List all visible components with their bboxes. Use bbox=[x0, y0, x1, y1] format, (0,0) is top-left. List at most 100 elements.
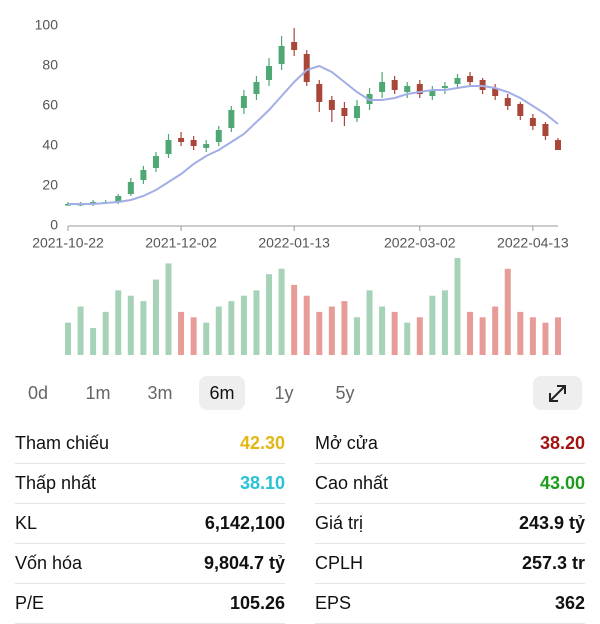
volume-bar bbox=[165, 263, 172, 355]
stat-row: P/E 105.26 bbox=[15, 584, 285, 624]
volume-bar bbox=[467, 311, 474, 355]
stat-row: Thấp nhất 38.10 bbox=[15, 464, 285, 504]
volume-bar bbox=[429, 295, 436, 355]
range-bar: 0d 1m 3m 6m 1y 5y bbox=[0, 376, 600, 412]
range-button[interactable]: 0d bbox=[27, 383, 49, 403]
volume-bar bbox=[266, 274, 273, 355]
stat-label: P/E bbox=[15, 593, 45, 613]
volume-bar bbox=[555, 317, 561, 355]
volume-bar bbox=[416, 317, 423, 355]
candle-body bbox=[529, 118, 536, 126]
range-button[interactable]: 1y bbox=[274, 383, 294, 403]
stats-table: Tham chiếu 42.30 Mở cửa 38.20 Thấp nhất 38.10… bbox=[15, 424, 585, 624]
candle-body bbox=[215, 130, 222, 142]
candle-body bbox=[404, 86, 411, 92]
volume-bar bbox=[140, 301, 147, 355]
volume-bar bbox=[152, 279, 159, 355]
candle-body bbox=[328, 100, 335, 110]
stat-label: Tham chiếu bbox=[15, 433, 110, 453]
stat-value: 257.3 tr bbox=[521, 553, 585, 573]
volume-bar bbox=[127, 295, 134, 355]
volume-bar bbox=[454, 258, 461, 355]
stat-row: Vốn hóa 9,804.7 tỷ bbox=[15, 544, 285, 584]
stat-label: Thấp nhất bbox=[15, 473, 97, 493]
x-tick-label: 2021-10-22 bbox=[32, 235, 104, 251]
candle-body bbox=[140, 170, 147, 180]
stat-value: 362 bbox=[554, 593, 585, 613]
volume-bar bbox=[341, 301, 348, 355]
volume-bar bbox=[328, 306, 335, 355]
stat-label: EPS bbox=[315, 593, 352, 613]
volume-bar bbox=[529, 317, 536, 355]
candle-body bbox=[555, 140, 561, 150]
range-button[interactable]: 1m bbox=[85, 383, 111, 403]
expand-icon bbox=[549, 385, 566, 402]
candle-body bbox=[454, 78, 461, 84]
candle-body bbox=[178, 138, 185, 142]
candle-body bbox=[416, 84, 423, 94]
stat-row: Giá trị 243.9 tỷ bbox=[315, 504, 585, 544]
candle-body bbox=[127, 182, 134, 194]
volume-bar bbox=[215, 306, 222, 355]
volume-bar bbox=[379, 306, 386, 355]
volume-bar bbox=[178, 311, 185, 355]
volume-bar bbox=[90, 328, 97, 355]
candle-body bbox=[190, 140, 197, 146]
candle-body bbox=[278, 46, 285, 64]
candle-body bbox=[504, 98, 511, 106]
candle-body bbox=[203, 144, 210, 148]
candle-body bbox=[303, 54, 310, 82]
x-tick-label: 2022-03-02 bbox=[384, 235, 456, 251]
expand-button[interactable] bbox=[533, 376, 582, 410]
range-button[interactable]: 6m bbox=[199, 376, 245, 410]
volume-bar bbox=[115, 290, 122, 355]
x-tick-label: 2021-12-02 bbox=[145, 235, 217, 251]
candle-body bbox=[165, 140, 172, 154]
stat-label: Vốn hóa bbox=[15, 553, 83, 573]
y-tick-label: 60 bbox=[42, 97, 58, 113]
stat-value: 38.20 bbox=[539, 433, 585, 453]
volume-bar bbox=[203, 322, 210, 355]
stat-label: Cao nhất bbox=[315, 473, 389, 493]
stat-value: 105.26 bbox=[229, 593, 285, 613]
y-tick-label: 40 bbox=[42, 137, 58, 153]
candle-body bbox=[228, 110, 235, 128]
candle-body bbox=[429, 90, 436, 96]
candle-body bbox=[316, 84, 323, 102]
y-tick-label: 20 bbox=[42, 177, 58, 193]
stat-label: CPLH bbox=[315, 553, 364, 573]
stat-value: 6,142,100 bbox=[204, 513, 285, 533]
stat-value: 243.9 tỷ bbox=[518, 513, 585, 533]
stat-value: 38.10 bbox=[239, 473, 285, 493]
candle-body bbox=[492, 88, 499, 96]
volume-bar bbox=[542, 322, 549, 355]
volume-bar bbox=[391, 311, 398, 355]
stat-value: 9,804.7 tỷ bbox=[203, 553, 285, 573]
y-tick-label: 0 bbox=[50, 217, 58, 233]
volume-bar bbox=[492, 306, 499, 355]
range-button[interactable]: 3m bbox=[147, 383, 173, 403]
range-button[interactable]: 5y bbox=[335, 383, 355, 403]
candle-body bbox=[379, 82, 386, 92]
stat-value: 43.00 bbox=[539, 473, 585, 493]
candle-body bbox=[115, 196, 122, 202]
y-tick-label: 80 bbox=[42, 57, 58, 73]
stat-row: KL 6,142,100 bbox=[15, 504, 285, 544]
volume-bar bbox=[441, 290, 448, 355]
volume-bar bbox=[366, 290, 373, 355]
stat-label: Mở cửa bbox=[315, 433, 378, 453]
volume-bar bbox=[353, 317, 360, 355]
candle-body bbox=[266, 66, 273, 80]
stat-row: Tham chiếu 42.30 bbox=[15, 424, 285, 464]
stat-row: CPLH 257.3 tr bbox=[315, 544, 585, 584]
candle-body bbox=[240, 96, 247, 108]
candle-body bbox=[517, 104, 524, 116]
stat-label: Giá trị bbox=[315, 513, 364, 533]
volume-bar bbox=[479, 317, 486, 355]
stat-value: 42.30 bbox=[239, 433, 285, 453]
volume-bar bbox=[316, 311, 323, 355]
stat-label: KL bbox=[15, 513, 38, 533]
candle-body bbox=[542, 124, 549, 136]
volume-bar bbox=[190, 317, 197, 355]
volume-bar bbox=[303, 295, 310, 355]
